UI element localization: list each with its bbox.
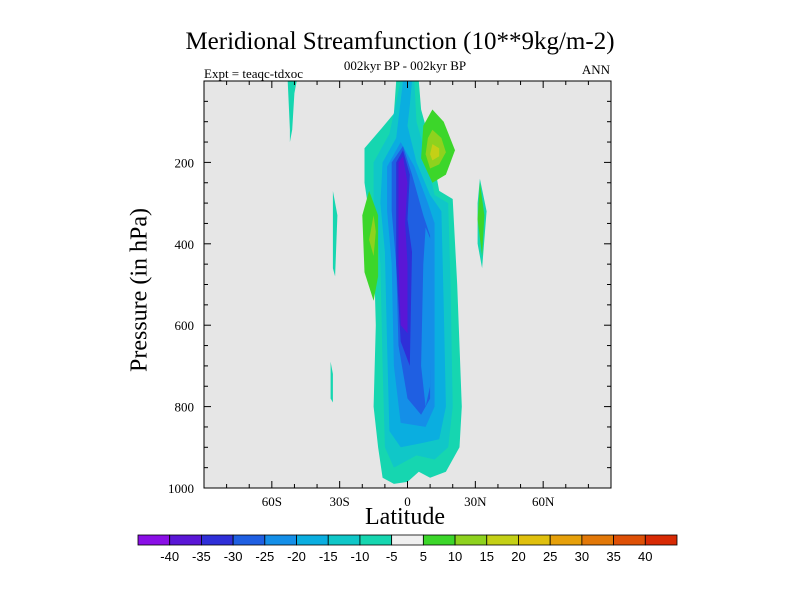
colorbar-swatch <box>391 534 424 546</box>
colorbar-label: -5 <box>386 549 398 564</box>
contour-region-17 <box>430 144 440 161</box>
colorbar-swatch <box>486 534 519 546</box>
x-tick-label: 30N <box>464 494 487 509</box>
colorbar-label: -30 <box>224 549 243 564</box>
x-axis-label: Latitude <box>365 504 445 530</box>
colorbar-swatch <box>518 534 551 546</box>
contour-region-10 <box>330 361 333 403</box>
colorbar-label: 15 <box>480 549 494 564</box>
season-label: ANN <box>581 62 610 77</box>
colorbar-label: -20 <box>287 549 306 564</box>
colorbar-label: -40 <box>160 549 179 564</box>
colorbar: -40 -35 -30 -25 -20 -15 -10 -5 5 10 15 20 25 30 35 40 <box>137 534 678 564</box>
colorbar-swatch <box>549 534 583 546</box>
colorbar-swatch <box>613 534 646 546</box>
x-tick-label: 30S <box>330 494 350 509</box>
colorbar-swatch <box>359 534 393 546</box>
y-tick-label: 200 <box>175 155 195 170</box>
colorbar-label: 10 <box>448 549 462 564</box>
colorbar-label: 20 <box>511 549 525 564</box>
colorbar-swatch <box>422 534 456 546</box>
axis-ticks: 60S 30S 0 30N 60N 200 400 600 800 1000 <box>168 81 611 509</box>
x-tick-label: 60S <box>262 494 282 509</box>
colorbar-label: 35 <box>606 549 620 564</box>
colorbar-label: 40 <box>638 549 652 564</box>
colorbar-swatch <box>201 534 234 546</box>
colorbar-swatch <box>454 534 488 546</box>
colorbar-swatch <box>264 534 297 546</box>
chart-title: Meridional Streamfunction (10**9kg/m-2) <box>185 28 615 55</box>
contour-region-7 <box>421 227 433 407</box>
colorbar-swatch <box>644 534 678 546</box>
contour-regions <box>287 81 487 484</box>
colorbar-label: -35 <box>192 549 211 564</box>
y-tick-label: 400 <box>175 237 195 252</box>
colorbar-label: 25 <box>543 549 557 564</box>
y-tick-label: 600 <box>175 318 195 333</box>
x-tick-label: 0 <box>404 494 411 509</box>
contour-region-9 <box>332 190 338 277</box>
colorbar-label: 5 <box>420 549 427 564</box>
colorbar-swatch <box>327 534 361 546</box>
colorbar-swatch <box>169 534 202 546</box>
y-tick-label: 800 <box>175 400 195 415</box>
contour-region-16 <box>369 215 376 256</box>
colorbar-swatch <box>296 534 329 546</box>
colorbar-label: -15 <box>319 549 338 564</box>
colorbar-label: -10 <box>351 549 370 564</box>
experiment-label: Expt = teaqc-tdxoc <box>204 66 304 81</box>
contour-region-12 <box>362 190 379 301</box>
contour-region-6 <box>398 156 408 334</box>
colorbar-label: -25 <box>255 549 274 564</box>
chart-subtitle: 002kyr BP - 002kyr BP <box>343 58 467 73</box>
colorbar-swatch <box>232 534 266 546</box>
colorbar-swatch <box>137 534 171 546</box>
contour-region-13 <box>477 182 485 256</box>
colorbar-label: 30 <box>575 549 589 564</box>
x-tick-label: 60N <box>532 494 555 509</box>
colorbar-swatch <box>581 534 614 546</box>
contour-region-8 <box>287 81 297 143</box>
y-tick-label: 1000 <box>168 481 194 496</box>
